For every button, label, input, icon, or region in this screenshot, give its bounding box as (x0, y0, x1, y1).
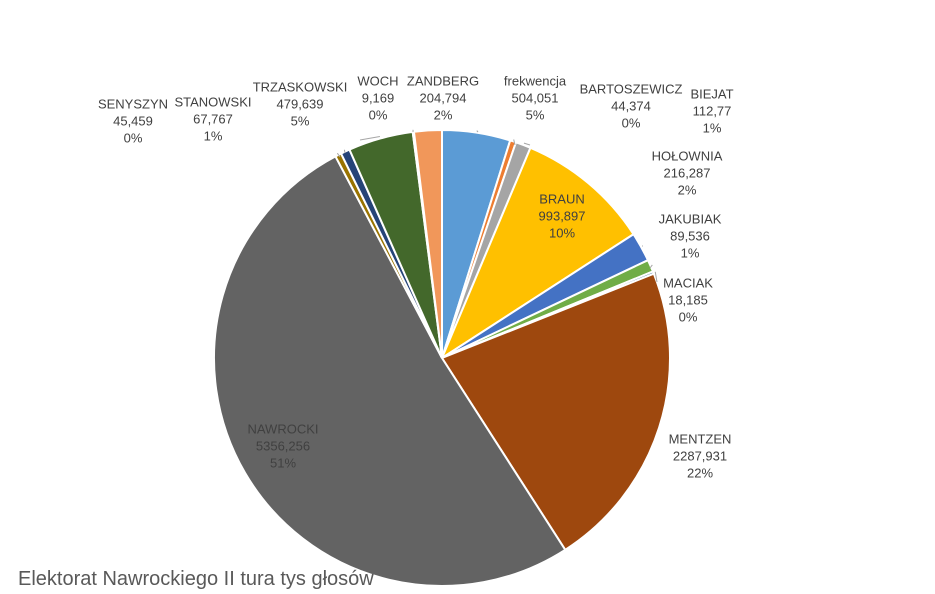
data-label: 67,767 (193, 111, 233, 126)
data-label: TRZASKOWSKI (253, 79, 348, 94)
data-label: HOŁOWNIA (652, 148, 723, 163)
data-label: 204,794 (420, 90, 467, 105)
data-label: 2% (434, 107, 453, 122)
chart-title: Elektorat Nawrockiego II tura tys głosów (18, 568, 374, 590)
data-label: 10% (549, 225, 575, 240)
data-label: 0% (679, 309, 698, 324)
pie-slice (213, 155, 567, 587)
leader-line (649, 264, 653, 269)
data-label: 2% (678, 182, 697, 197)
data-label: 0% (124, 130, 143, 145)
data-label: 112,77 (693, 103, 732, 118)
data-label: 1% (204, 128, 223, 143)
data-label: 0% (369, 107, 388, 122)
pie-slice (412, 128, 443, 359)
slices (213, 128, 671, 587)
data-label: 22% (687, 465, 713, 480)
leaders (336, 129, 658, 283)
data-label: 993,897 (539, 208, 586, 223)
data-label: SENYSZYN (98, 96, 168, 111)
leader-line (523, 142, 531, 146)
data-label: BRAUN (539, 191, 585, 206)
data-label: 2287,931 (673, 448, 727, 463)
data-label: 0% (622, 115, 641, 130)
data-label: WOCH (357, 73, 398, 88)
data-label: MENTZEN (669, 431, 732, 446)
leader-line (654, 271, 658, 283)
data-label: 479,639 (277, 96, 324, 111)
data-label: 44,374 (611, 98, 651, 113)
pie-slice (439, 146, 635, 361)
pie-slice (440, 272, 671, 552)
data-label: JAKUBIAK (659, 211, 722, 226)
data-label: 89,536 (670, 228, 710, 243)
data-label: 5356,256 (256, 438, 310, 453)
data-label: 1% (681, 245, 700, 260)
data-label: NAWROCKI (247, 421, 318, 436)
leader-line (359, 136, 380, 141)
data-label: MACIAK (663, 275, 713, 290)
data-label: BARTOSZEWICZ (580, 81, 683, 96)
data-label: ZANDBERG (407, 73, 479, 88)
data-label: 18,185 (668, 292, 708, 307)
data-label: 9,169 (362, 90, 395, 105)
data-label: 51% (270, 455, 296, 470)
leader-line (336, 152, 341, 158)
data-label: STANOWSKI (174, 94, 251, 109)
leader-line (343, 149, 346, 154)
data-label: 504,051 (512, 90, 559, 105)
data-label: frekwencja (504, 73, 567, 88)
data-label: BIEJAT (690, 86, 733, 101)
labels: frekwencja 504,051 5% BARTOSZEWICZ 44,374 0% B… (98, 73, 734, 480)
data-label: 1% (703, 120, 722, 135)
leader-line (476, 130, 479, 133)
leader-line (513, 139, 516, 146)
data-label: 5% (291, 113, 310, 128)
data-label: 45,459 (113, 113, 153, 128)
data-label: 216,287 (664, 165, 711, 180)
data-label: 5% (526, 107, 545, 122)
